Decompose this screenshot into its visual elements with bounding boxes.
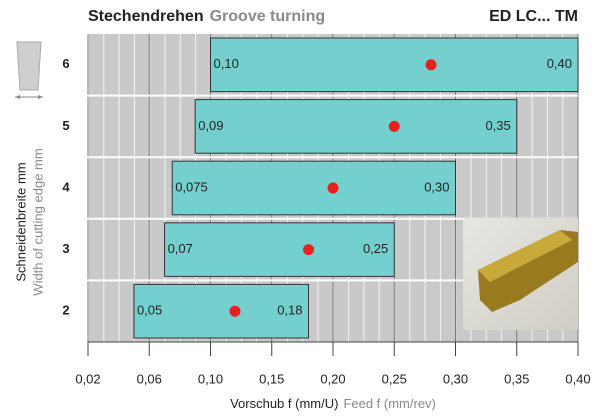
category-label: 3	[62, 241, 69, 256]
category-label: 4	[62, 179, 70, 194]
recommended-dot	[303, 244, 314, 255]
category-label: 2	[62, 303, 69, 318]
range-bar	[172, 161, 455, 215]
x-tick-label: 0,10	[198, 371, 223, 386]
y-axis-label: Schneidenbreite mm	[13, 162, 28, 281]
high-label: 0,18	[277, 303, 302, 318]
recommended-dot	[328, 183, 339, 194]
range-bar	[211, 38, 579, 92]
x-tick-label: 0,06	[137, 371, 162, 386]
chart: StechendrehenGroove turning ED LC... TM …	[0, 0, 602, 416]
recommended-dot	[389, 121, 400, 132]
x-tick-label: 0,35	[504, 371, 529, 386]
product-photo	[463, 218, 578, 330]
recommended-dot	[426, 59, 437, 70]
low-label: 0,10	[214, 56, 239, 71]
x-tick-label: 0,02	[75, 371, 100, 386]
category-column	[55, 34, 88, 342]
high-label: 0,25	[363, 241, 388, 256]
x-tick-label: 0,25	[382, 371, 407, 386]
low-label: 0,05	[137, 303, 162, 318]
x-tick-label: 0,15	[259, 371, 284, 386]
category-label: 5	[62, 118, 69, 133]
category-label: 6	[62, 56, 69, 71]
low-label: 0,09	[198, 118, 223, 133]
low-label: 0,07	[168, 241, 193, 256]
high-label: 0,35	[485, 118, 510, 133]
x-axis-label: Vorschub f (mm/U)Feed f (mm/rev)	[230, 396, 436, 411]
x-tick-label: 0,20	[320, 371, 345, 386]
product: ED LC... TM	[489, 8, 578, 25]
low-label: 0,075	[175, 179, 208, 194]
high-label: 0,30	[424, 179, 449, 194]
recommended-dot	[230, 306, 241, 317]
y-axis-label: Width of cutting edge mm	[30, 148, 45, 295]
tool-icon	[15, 42, 43, 99]
x-tick-label: 0,30	[443, 371, 468, 386]
x-tick-label: 0,40	[565, 371, 590, 386]
range-bar	[195, 100, 517, 154]
high-label: 0,40	[547, 56, 572, 71]
range-bar	[165, 223, 395, 277]
